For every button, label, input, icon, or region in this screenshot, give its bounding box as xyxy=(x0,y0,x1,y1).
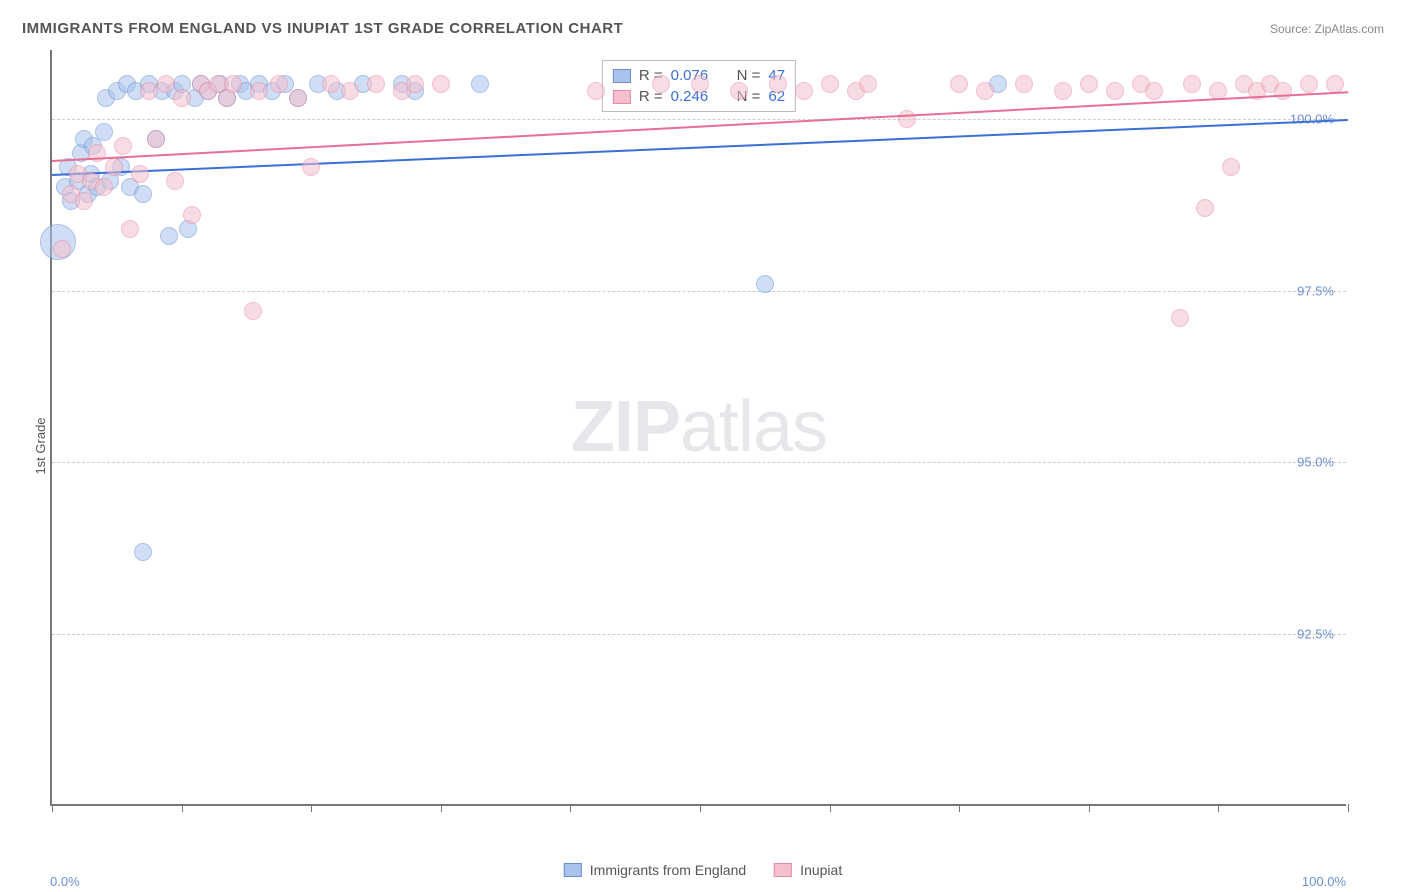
data-point-inupiat xyxy=(406,75,424,93)
x-min-label: 0.0% xyxy=(50,874,80,889)
data-point-inupiat xyxy=(730,82,748,100)
data-point-inupiat xyxy=(898,110,916,128)
data-point-inupiat xyxy=(302,158,320,176)
data-point-inupiat xyxy=(53,240,71,258)
data-point-inupiat xyxy=(341,82,359,100)
source-attribution: Source: ZipAtlas.com xyxy=(1270,22,1384,36)
data-point-inupiat xyxy=(1054,82,1072,100)
data-point-inupiat xyxy=(691,75,709,93)
x-tick xyxy=(1348,804,1349,812)
data-point-inupiat xyxy=(795,82,813,100)
swatch-england xyxy=(613,69,631,83)
data-point-england xyxy=(134,185,152,203)
y-tick-label: 100.0% xyxy=(1290,111,1334,126)
swatch-inupiat xyxy=(613,90,631,104)
x-tick xyxy=(182,804,183,812)
data-point-england xyxy=(95,123,113,141)
source-label: Source: xyxy=(1270,22,1311,36)
y-tick-label: 97.5% xyxy=(1297,283,1334,298)
x-tick xyxy=(311,804,312,812)
data-point-inupiat xyxy=(1300,75,1318,93)
data-point-inupiat xyxy=(769,75,787,93)
data-point-inupiat xyxy=(821,75,839,93)
x-tick xyxy=(830,804,831,812)
legend-item-england: Immigrants from England xyxy=(564,862,746,878)
x-max-label: 100.0% xyxy=(1302,874,1346,889)
x-tick xyxy=(1218,804,1219,812)
data-point-inupiat xyxy=(976,82,994,100)
chart-title: IMMIGRANTS FROM ENGLAND VS INUPIAT 1ST G… xyxy=(22,20,623,37)
gridline-h xyxy=(52,119,1346,120)
data-point-inupiat xyxy=(322,75,340,93)
gridline-h xyxy=(52,634,1346,635)
data-point-inupiat xyxy=(140,82,158,100)
legend-item-inupiat: Inupiat xyxy=(774,862,842,878)
data-point-inupiat xyxy=(166,172,184,190)
data-point-inupiat xyxy=(1171,309,1189,327)
data-point-inupiat xyxy=(1145,82,1163,100)
data-point-inupiat xyxy=(1274,82,1292,100)
data-point-england xyxy=(134,543,152,561)
legend-label-england: Immigrants from England xyxy=(590,862,746,878)
x-tick xyxy=(959,804,960,812)
data-point-inupiat xyxy=(250,82,268,100)
x-tick xyxy=(52,804,53,812)
data-point-inupiat xyxy=(950,75,968,93)
data-point-inupiat xyxy=(1196,199,1214,217)
y-axis-title: 1st Grade xyxy=(33,417,48,474)
data-point-inupiat xyxy=(105,158,123,176)
data-point-inupiat xyxy=(1080,75,1098,93)
y-tick-label: 92.5% xyxy=(1297,627,1334,642)
data-point-inupiat xyxy=(289,89,307,107)
data-point-inupiat xyxy=(183,206,201,224)
data-point-england xyxy=(471,75,489,93)
x-tick xyxy=(700,804,701,812)
x-tick xyxy=(441,804,442,812)
data-point-inupiat xyxy=(224,75,242,93)
legend-swatch-england xyxy=(564,863,582,877)
data-point-inupiat xyxy=(131,165,149,183)
data-point-inupiat xyxy=(367,75,385,93)
legend-label-inupiat: Inupiat xyxy=(800,862,842,878)
legend-swatch-inupiat xyxy=(774,863,792,877)
data-point-inupiat xyxy=(652,75,670,93)
data-point-inupiat xyxy=(432,75,450,93)
data-point-inupiat xyxy=(75,192,93,210)
x-tick xyxy=(1089,804,1090,812)
data-point-inupiat xyxy=(157,75,175,93)
watermark-atlas: atlas xyxy=(680,387,827,467)
data-point-england xyxy=(160,227,178,245)
data-point-inupiat xyxy=(1106,82,1124,100)
data-point-inupiat xyxy=(173,89,191,107)
data-point-inupiat xyxy=(1183,75,1201,93)
legend: Immigrants from England Inupiat xyxy=(564,862,842,878)
data-point-inupiat xyxy=(147,130,165,148)
data-point-inupiat xyxy=(587,82,605,100)
gridline-h xyxy=(52,291,1346,292)
gridline-h xyxy=(52,462,1346,463)
data-point-inupiat xyxy=(95,178,113,196)
data-point-inupiat xyxy=(114,137,132,155)
data-point-england xyxy=(756,275,774,293)
data-point-inupiat xyxy=(270,75,288,93)
data-point-inupiat xyxy=(859,75,877,93)
plot-area: ZIPatlas R = 0.076 N = 47 R = 0.246 N = … xyxy=(50,50,1346,806)
watermark: ZIPatlas xyxy=(571,386,827,468)
watermark-zip: ZIP xyxy=(571,387,680,467)
data-point-inupiat xyxy=(1015,75,1033,93)
source-value: ZipAtlas.com xyxy=(1315,22,1384,36)
y-tick-label: 95.0% xyxy=(1297,455,1334,470)
data-point-inupiat xyxy=(121,220,139,238)
data-point-inupiat xyxy=(244,302,262,320)
x-tick xyxy=(570,804,571,812)
data-point-inupiat xyxy=(1222,158,1240,176)
correlation-chart: IMMIGRANTS FROM ENGLAND VS INUPIAT 1ST G… xyxy=(0,0,1406,892)
